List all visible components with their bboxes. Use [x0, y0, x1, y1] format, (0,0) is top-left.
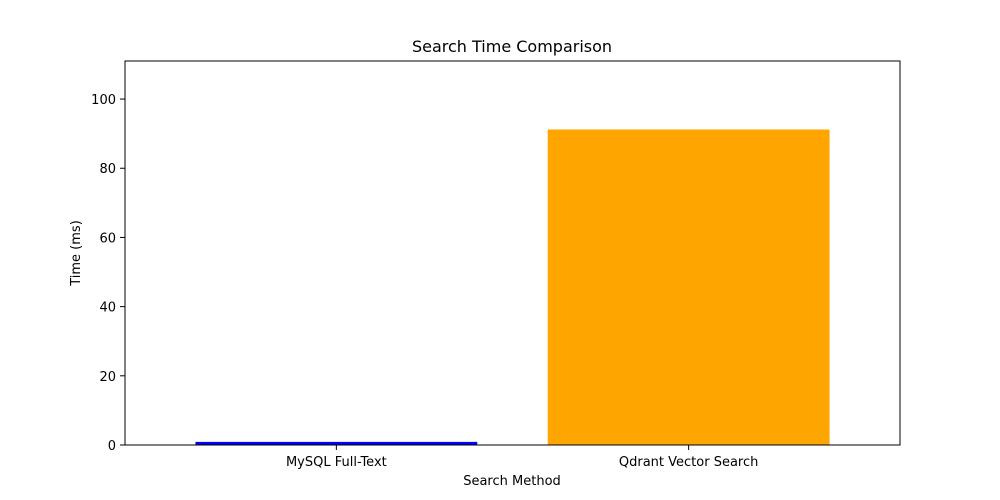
- y-tick-label: 60: [99, 231, 116, 246]
- chart-title: Search Time Comparison: [412, 37, 612, 56]
- plot-frame: [124, 60, 901, 446]
- y-tick-label: 40: [99, 301, 116, 316]
- x-axis-label: Search Method: [463, 474, 561, 489]
- y-axis-label: Time (ms): [69, 220, 84, 287]
- y-tick-label: 20: [99, 370, 116, 385]
- plot-area: 0 20 40 60 80 100 MySQL Full-Text Qdrant Vector…: [91, 93, 830, 470]
- bar-qdrant-vector-search: [547, 129, 830, 445]
- y-tick-label: 0: [108, 439, 116, 454]
- bar-mysql-full-text: [195, 441, 478, 445]
- y-tick-label: 100: [91, 93, 116, 108]
- x-tick-label: MySQL Full-Text: [286, 455, 387, 470]
- x-tick-label: Qdrant Vector Search: [619, 455, 758, 470]
- y-tick-label: 80: [99, 162, 116, 177]
